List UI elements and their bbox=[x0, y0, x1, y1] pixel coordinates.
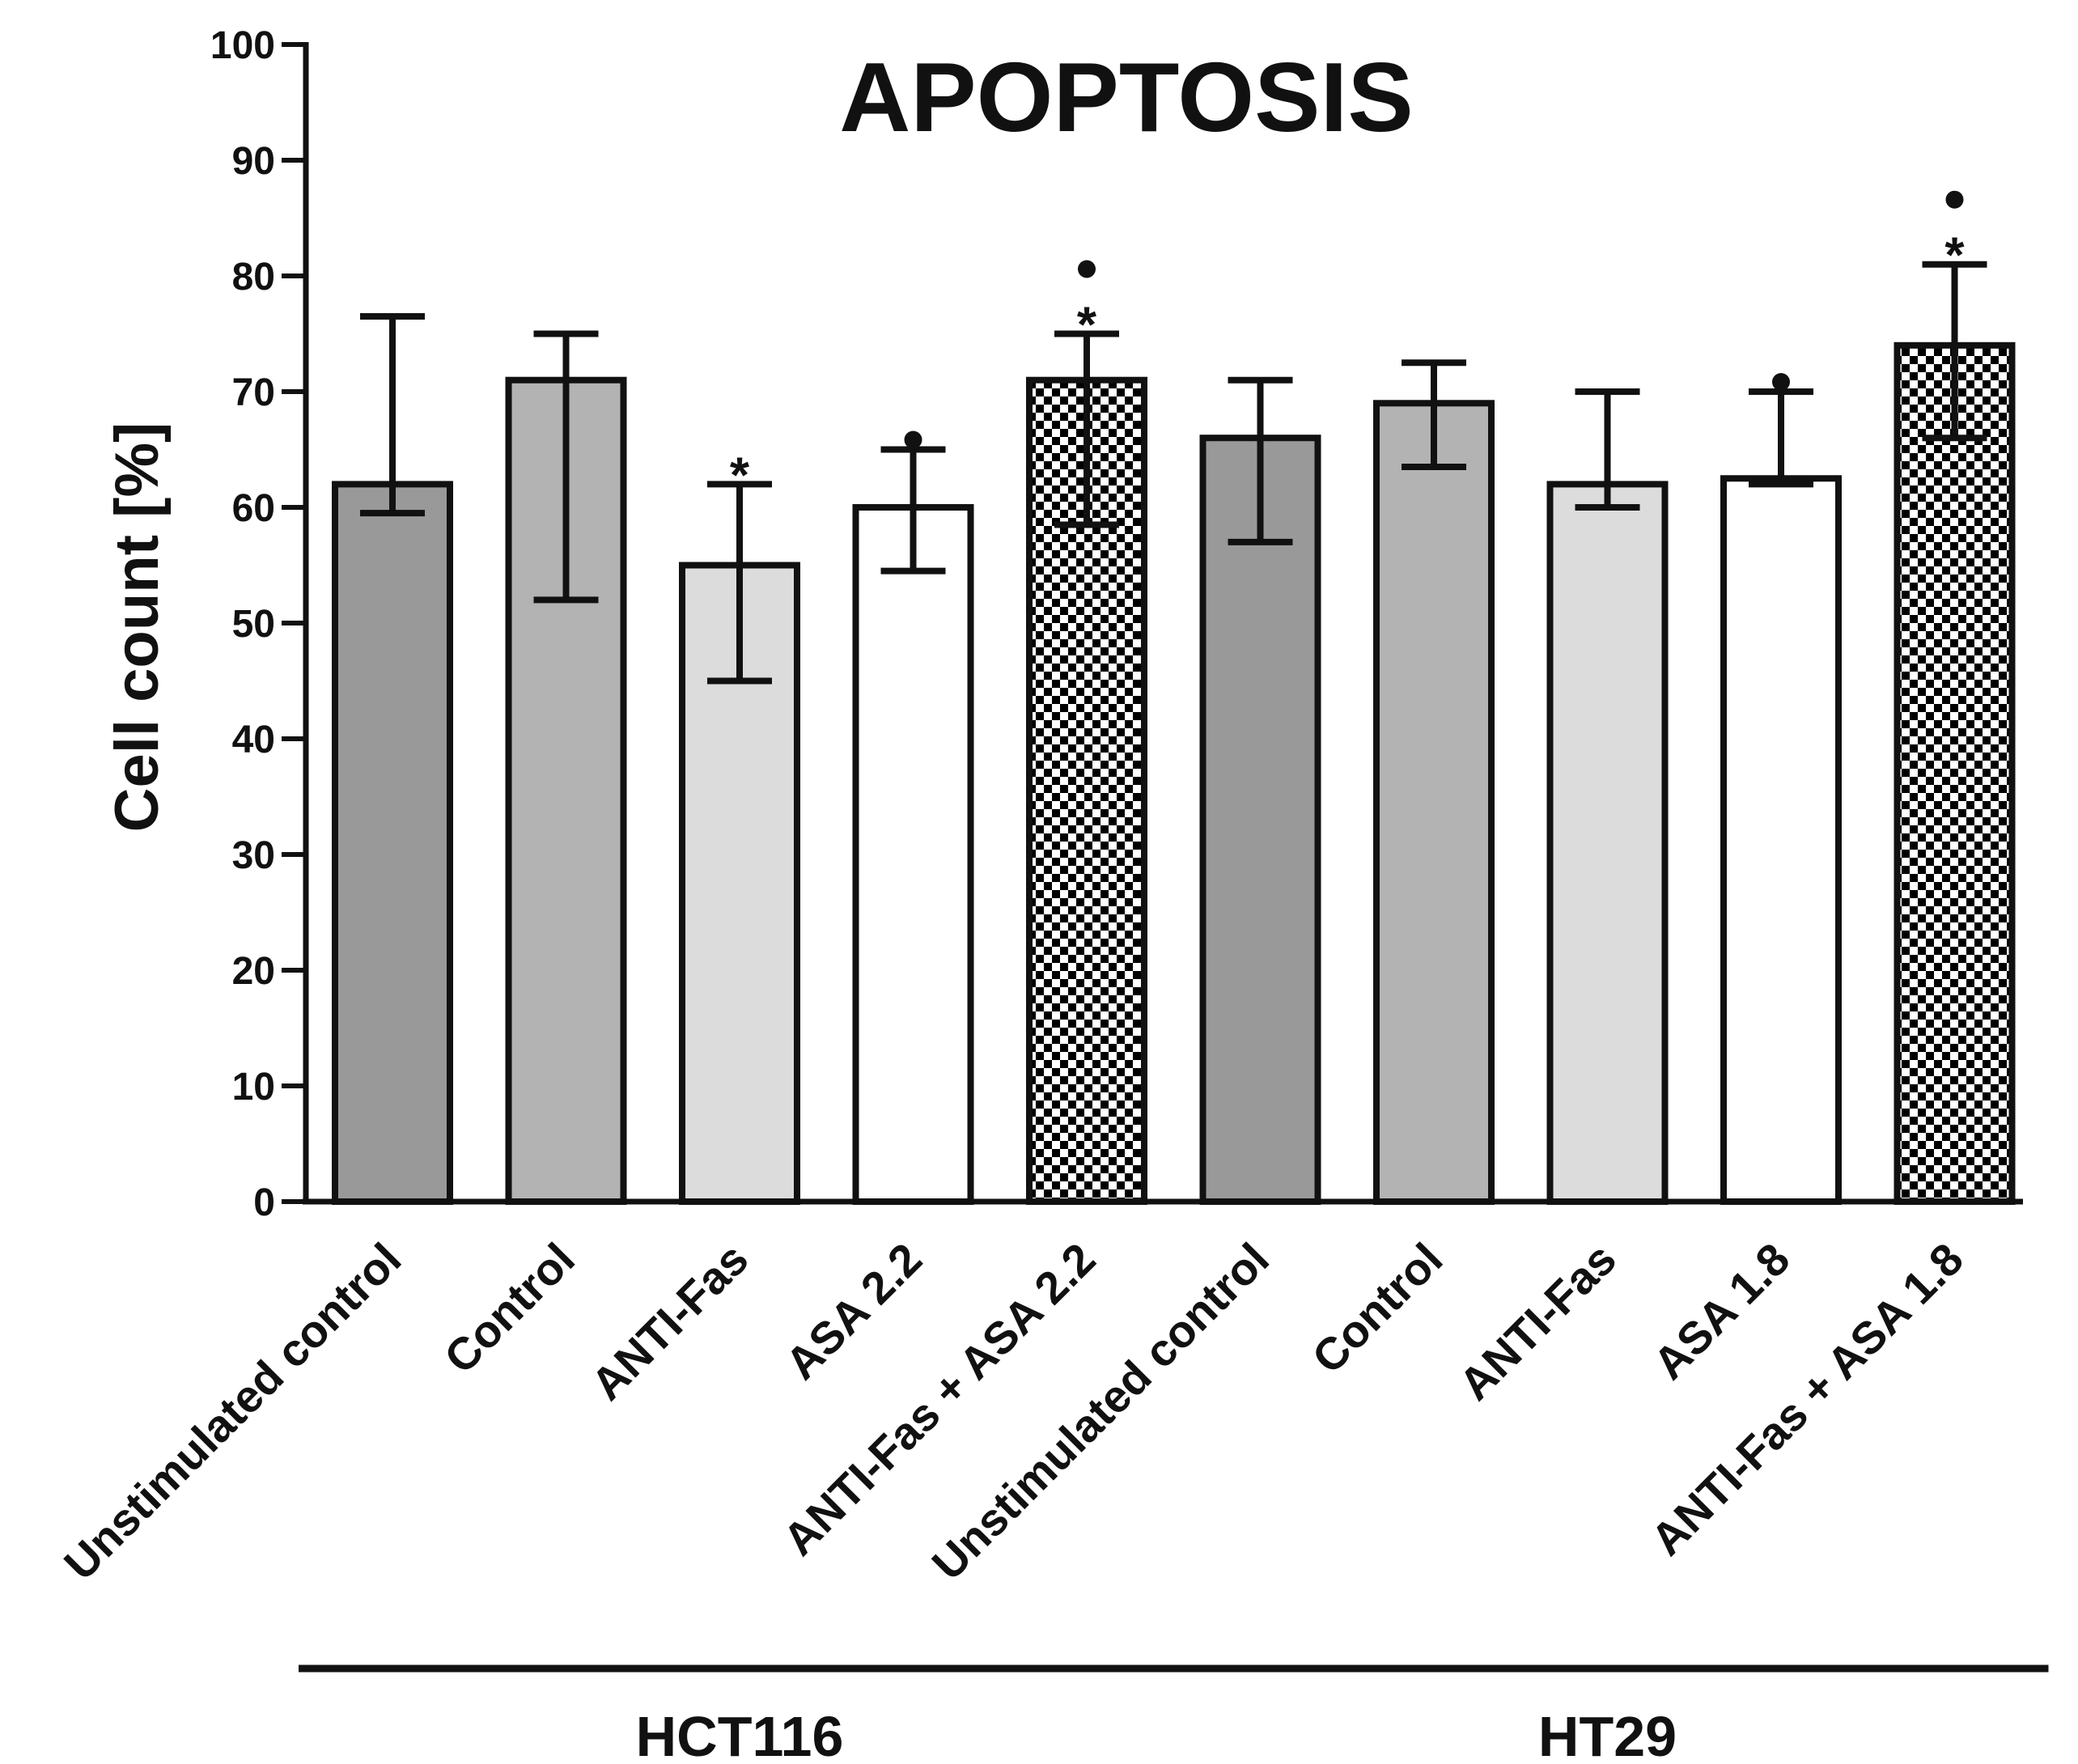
category-label: Control bbox=[1302, 1233, 1452, 1383]
significance-star: * bbox=[730, 447, 750, 503]
category-label: Unstimulated control bbox=[54, 1233, 411, 1590]
y-tick-label: 90 bbox=[232, 140, 275, 183]
significance-star: * bbox=[1077, 298, 1097, 354]
y-tick-label: 60 bbox=[232, 487, 275, 530]
significance-dot bbox=[1078, 260, 1096, 278]
category-label: ANTI-Fas + ASA 2.2 bbox=[773, 1233, 1105, 1565]
significance-star: * bbox=[1944, 228, 1965, 284]
bar bbox=[1373, 400, 1495, 1205]
y-tick-label: 20 bbox=[232, 950, 275, 993]
group-brackets: HCT116 HT29 bbox=[299, 1664, 2049, 1764]
bar bbox=[1546, 481, 1669, 1205]
category-label: Unstimulated control bbox=[922, 1233, 1279, 1590]
error-bars bbox=[360, 261, 1987, 685]
y-tick-label: 0 bbox=[253, 1181, 275, 1224]
y-tick-label: 100 bbox=[210, 24, 275, 67]
y-tick-label: 50 bbox=[232, 603, 275, 646]
category-label: ANTI-Fas + ASA 1.8 bbox=[1641, 1233, 1973, 1565]
chart-title: APOPTOSIS bbox=[839, 42, 1414, 152]
category-label: ASA 1.8 bbox=[1643, 1233, 1800, 1389]
category-label: ASA 2.2 bbox=[775, 1233, 931, 1389]
group-label: HT29 bbox=[1538, 1705, 1677, 1764]
category-label: ANTI-Fas bbox=[1449, 1233, 1626, 1410]
y-tick-label: 10 bbox=[232, 1066, 275, 1109]
significance-markers: * * * bbox=[730, 190, 1965, 503]
category-label: ANTI-Fas bbox=[581, 1233, 757, 1410]
significance-dot bbox=[904, 430, 922, 449]
bar bbox=[1199, 435, 1321, 1205]
y-tick-label: 70 bbox=[232, 371, 275, 414]
bar bbox=[852, 504, 974, 1205]
significance-dot bbox=[1772, 373, 1790, 391]
bars bbox=[332, 341, 2016, 1205]
y-tick-label: 80 bbox=[232, 256, 275, 299]
y-tick-label: 40 bbox=[232, 719, 275, 761]
bar bbox=[332, 481, 453, 1205]
significance-dot bbox=[1945, 190, 1964, 209]
y-tick-label: 30 bbox=[232, 834, 275, 877]
bar bbox=[1894, 341, 2016, 1205]
category-label: Control bbox=[435, 1233, 584, 1383]
group-label: HCT116 bbox=[636, 1705, 844, 1764]
bar bbox=[1720, 475, 1842, 1205]
y-axis-title: Cell count [%] bbox=[103, 422, 172, 833]
